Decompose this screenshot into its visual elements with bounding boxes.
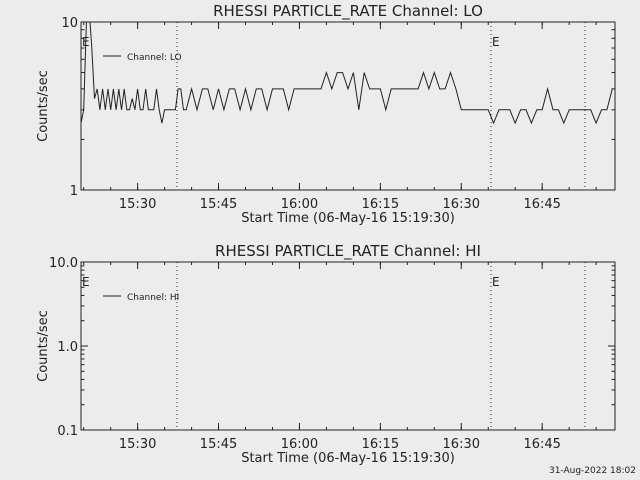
y-tick-label: 1.0 — [57, 340, 78, 355]
legend-entry: Channel: LO — [127, 53, 182, 63]
x-tick-label: 15:30 — [119, 437, 156, 452]
x-tick-label: 16:30 — [443, 197, 480, 212]
x-tick-label: 16:45 — [523, 197, 560, 212]
plot-frame — [80, 21, 616, 191]
chart-panel-hi: RHESSI PARTICLE_RATE Channel: HI E E 15:30 1… — [36, 242, 616, 466]
x-tick-label: 15:45 — [200, 197, 237, 212]
y-tick-label: 10 — [61, 16, 78, 31]
event-label: E — [492, 275, 500, 289]
y-tick-label: 10.0 — [49, 256, 78, 271]
x-axis-label: Start Time (06-May-16 15:19:30) — [241, 211, 455, 226]
x-tick-label: 16:30 — [443, 437, 480, 452]
legend-entry: Channel: HI — [127, 293, 179, 303]
x-axis-label: Start Time (06-May-16 15:19:30) — [241, 451, 455, 466]
event-label: E — [82, 275, 90, 289]
plot-frame — [80, 261, 616, 431]
x-tick-label: 16:15 — [362, 197, 399, 212]
footer-timestamp: 31-Aug-2022 18:02 — [548, 466, 636, 476]
y-tick-label: 1 — [70, 184, 78, 199]
chart-title: RHESSI PARTICLE_RATE Channel: HI — [215, 242, 481, 261]
y-tick-label: 0.1 — [57, 424, 78, 439]
y-axis-label: Counts/sec — [36, 70, 51, 142]
x-tick-label: 16:00 — [281, 437, 318, 452]
chart-title: RHESSI PARTICLE_RATE Channel: LO — [213, 2, 483, 21]
x-tick-label: 16:15 — [362, 437, 399, 452]
x-tick-label: 16:00 — [281, 197, 318, 212]
x-tick-label: 15:45 — [200, 437, 237, 452]
x-tick-label: 16:45 — [523, 437, 560, 452]
x-tick-label: 15:30 — [119, 197, 156, 212]
y-axis-label: Counts/sec — [36, 310, 51, 382]
event-label: E — [492, 35, 500, 49]
series-line-channello — [81, 22, 613, 125]
chart-panel-lo: RHESSI PARTICLE_RATE Channel: LOE E15:30 1… — [36, 2, 616, 226]
